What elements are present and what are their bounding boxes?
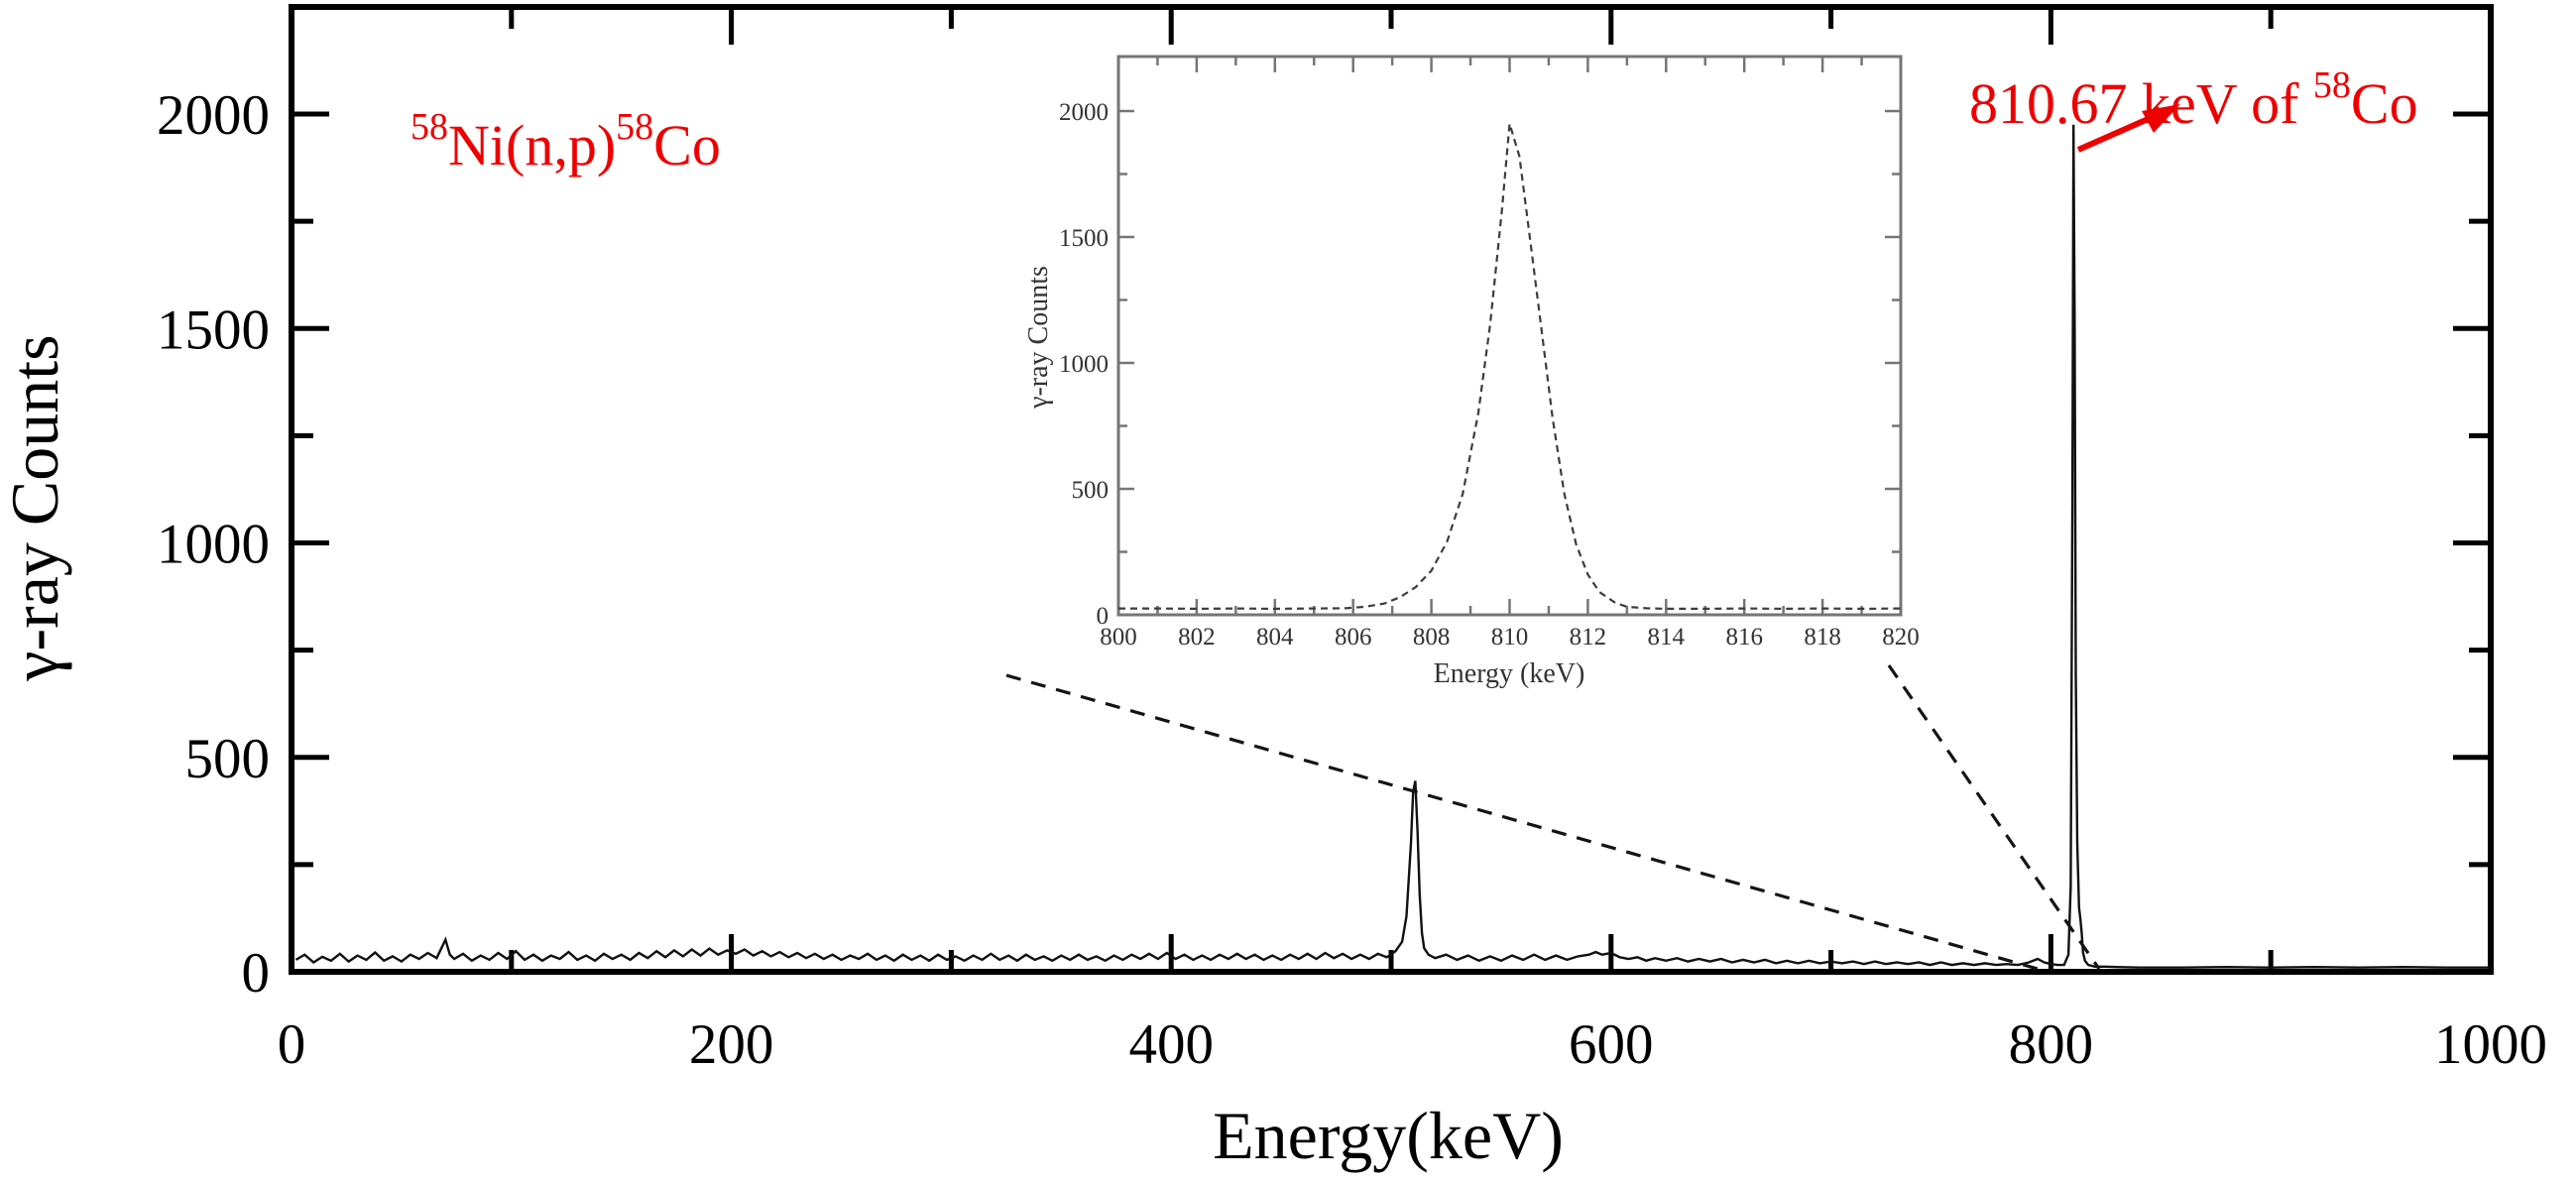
inset-y-tick-label: 1000 bbox=[1059, 351, 1109, 378]
annotation-text-part: Co bbox=[653, 113, 721, 178]
inset-peak-curve bbox=[1118, 123, 1902, 611]
annotation-text-part: Ni(n,p) bbox=[448, 113, 616, 178]
peak-energy-label: 810.67 keV of 58Co bbox=[1969, 64, 2418, 136]
annotation-text-part: 810.67 keV of bbox=[1969, 71, 2313, 136]
arrow-head-icon bbox=[2142, 104, 2180, 133]
x-tick-label: 400 bbox=[1128, 1013, 1214, 1076]
inset-x-tick-label: 806 bbox=[1335, 624, 1372, 651]
inset-x-tick-labels: 800 802 804 806 808 810 812 814 816 818 820 bbox=[1100, 624, 1920, 651]
reaction-label: 58Ni(n,p)58Co bbox=[410, 106, 721, 178]
inset-plot-frame bbox=[1116, 55, 1903, 617]
superscript-mass-number: 58 bbox=[2313, 64, 2351, 106]
annotation-text-part: Co bbox=[2351, 71, 2418, 136]
superscript-mass-number: 58 bbox=[616, 106, 653, 148]
y-tick-label: 1500 bbox=[157, 298, 270, 361]
peak-annotation-arrow bbox=[2076, 104, 2180, 153]
inset-x-axis-title: Energy (keV) bbox=[1434, 658, 1585, 689]
main-y-axis-title: γ-ray Counts bbox=[0, 334, 72, 681]
x-tick-label: 200 bbox=[689, 1013, 774, 1076]
inset-y-tick-labels: 0 500 1000 1500 2000 bbox=[1059, 99, 1109, 630]
inset-x-tick-label: 800 bbox=[1100, 624, 1137, 651]
main-x-tick-labels: 0 200 400 600 800 1000 bbox=[278, 1013, 2547, 1076]
main-y-tick-labels: 0 500 1000 1500 2000 bbox=[157, 84, 270, 1005]
y-tick-label: 2000 bbox=[157, 84, 270, 147]
x-tick-label: 600 bbox=[1569, 1013, 1654, 1076]
x-tick-label: 800 bbox=[2009, 1013, 2094, 1076]
inset-x-tick-label: 808 bbox=[1413, 624, 1451, 651]
superscript-mass-number: 58 bbox=[410, 106, 448, 148]
inset-x-tick-label: 812 bbox=[1570, 624, 1607, 651]
inset-y-axis-title: γ-ray Counts bbox=[1023, 266, 1054, 410]
inset-x-tick-label: 802 bbox=[1178, 624, 1216, 651]
inset-x-tick-label: 820 bbox=[1882, 624, 1920, 651]
x-tick-label: 1000 bbox=[2434, 1013, 2547, 1076]
inset-y-tick-label: 0 bbox=[1097, 603, 1110, 630]
inset-y-tick-label: 2000 bbox=[1059, 99, 1109, 126]
inset-connector-line-right bbox=[1887, 664, 2101, 970]
inset-x-tick-label: 818 bbox=[1804, 624, 1841, 651]
y-tick-label: 500 bbox=[185, 728, 271, 790]
x-tick-label: 0 bbox=[278, 1013, 306, 1076]
inset-x-tick-label: 814 bbox=[1648, 624, 1686, 651]
inset-x-tick-label: 810 bbox=[1491, 624, 1529, 651]
inset-x-tick-label: 804 bbox=[1256, 624, 1294, 651]
gamma-spectrum-trace bbox=[294, 124, 2491, 969]
y-tick-label: 1000 bbox=[157, 514, 270, 576]
main-x-axis-title: Energy(keV) bbox=[1213, 1098, 1564, 1173]
inset-axis-ticks bbox=[1116, 57, 1903, 617]
inset-x-tick-label: 816 bbox=[1725, 624, 1763, 651]
inset-y-tick-label: 500 bbox=[1072, 477, 1110, 504]
inset-connector-line-left bbox=[1005, 673, 2046, 973]
y-tick-label: 0 bbox=[242, 942, 271, 1005]
main-axis-ticks bbox=[289, 7, 2494, 975]
inset-y-tick-label: 1500 bbox=[1059, 225, 1109, 252]
